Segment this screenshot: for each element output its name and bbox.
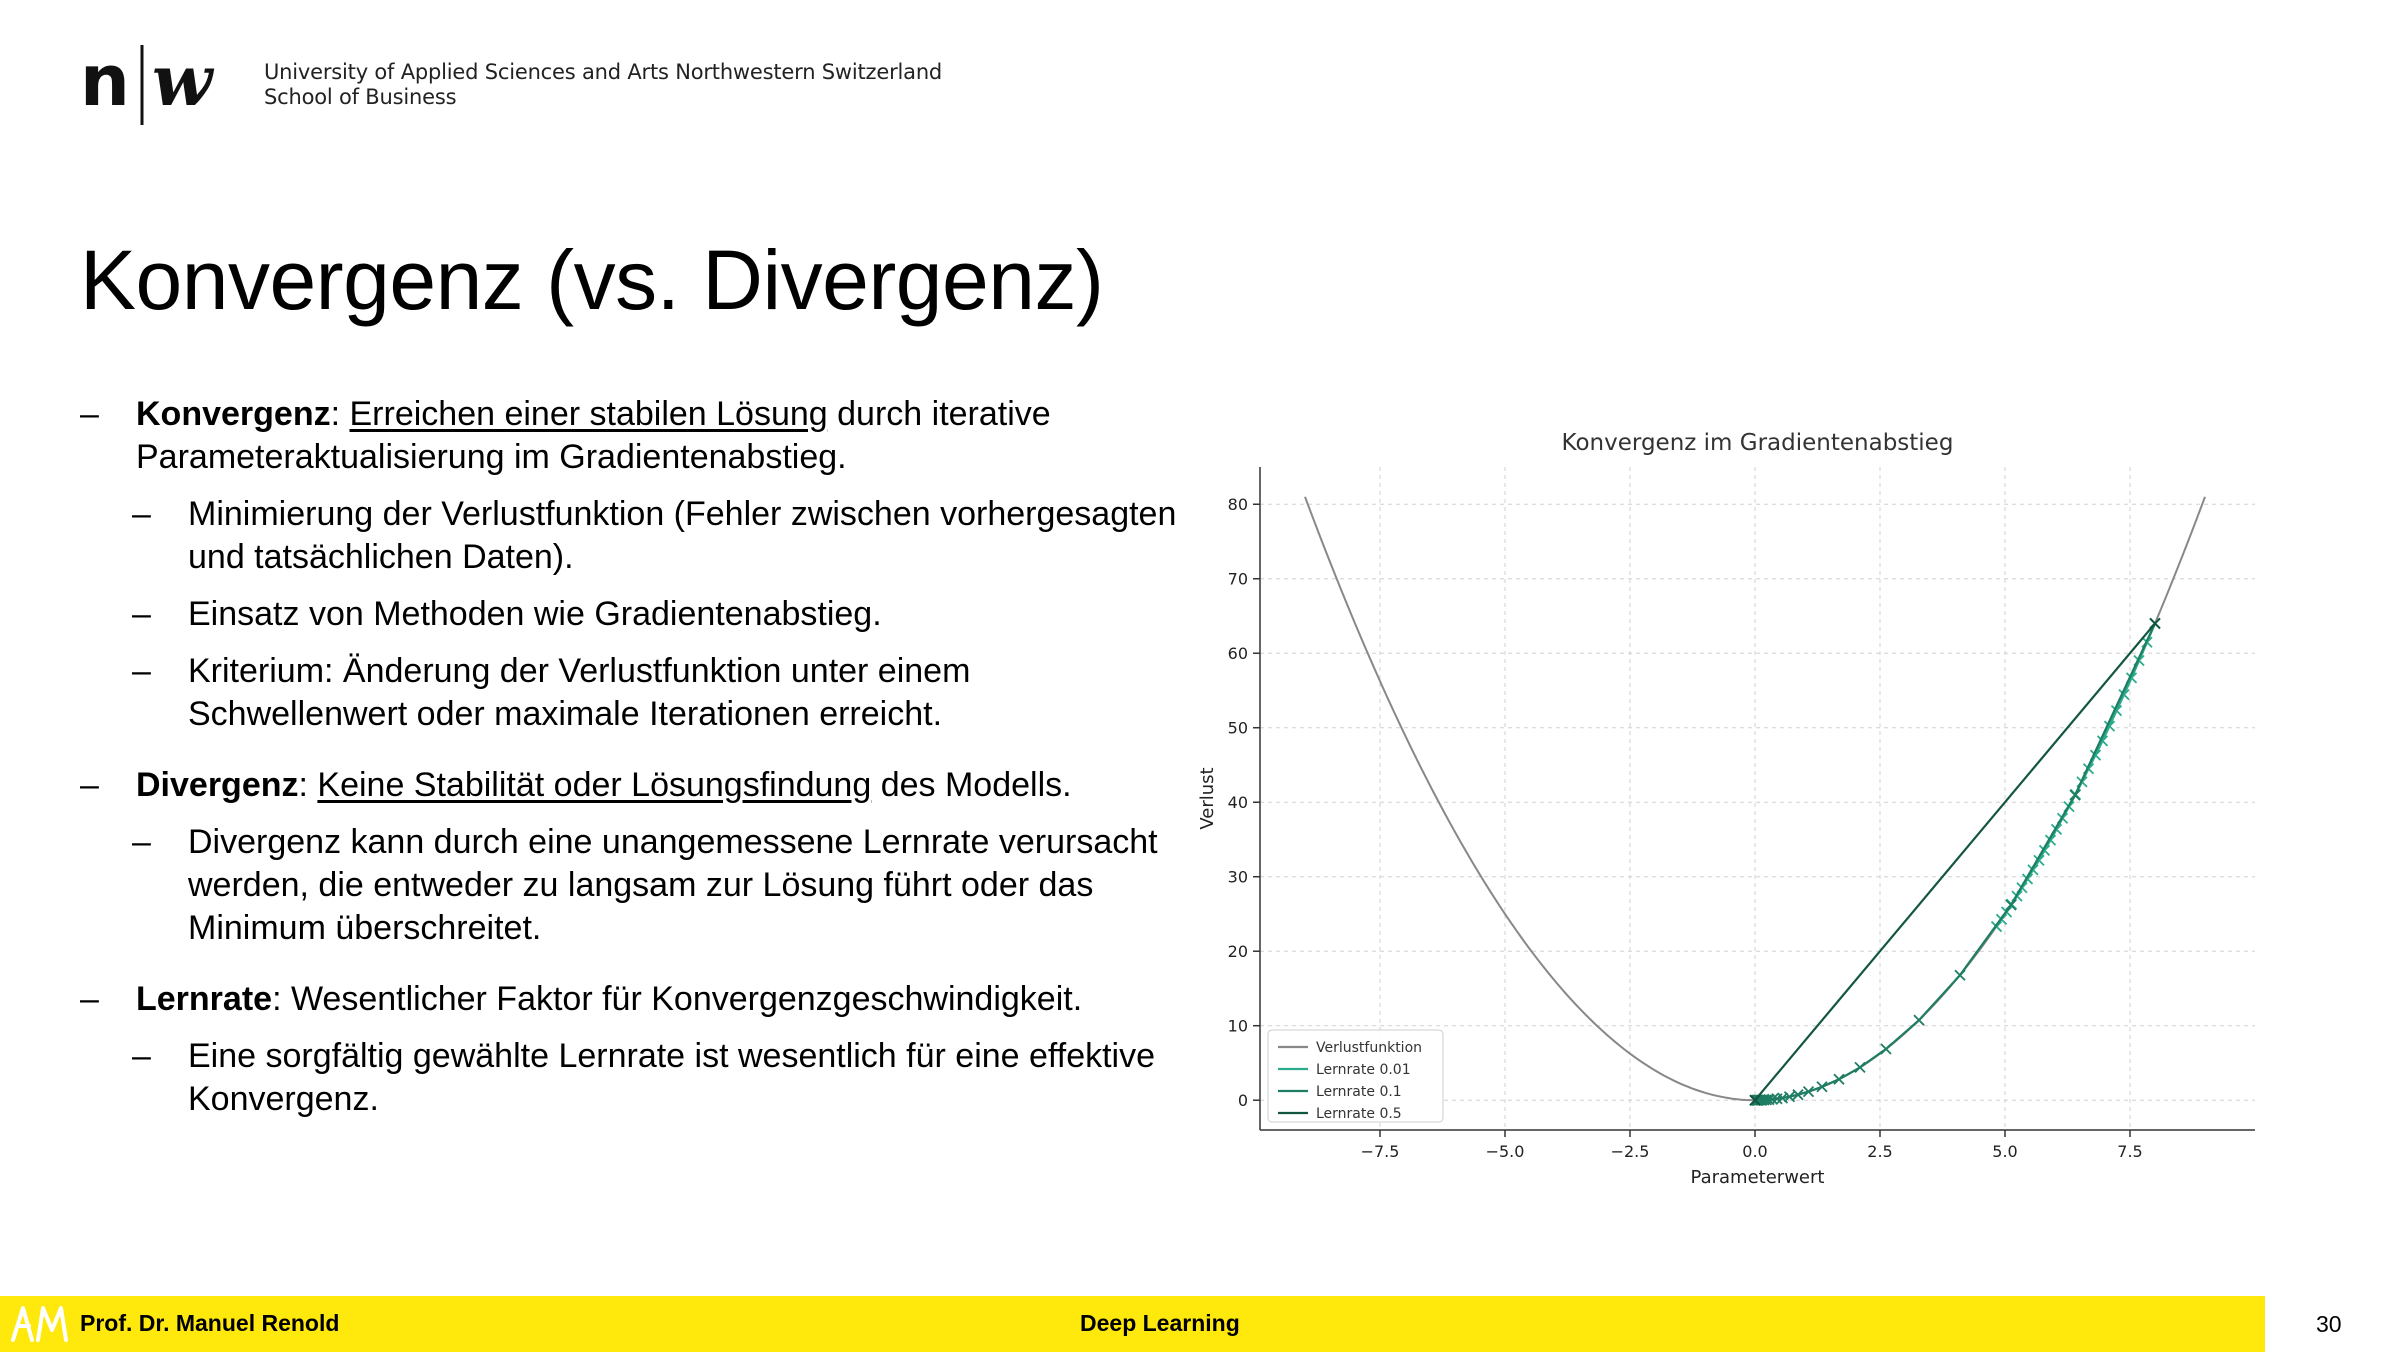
data-point (1749, 1094, 1761, 1106)
page-number: 30 (2316, 1311, 2342, 1337)
legend-label: Lernrate 0.01 (1316, 1062, 1411, 1078)
footer-author: Prof. Dr. Manuel Renold (80, 1310, 340, 1336)
x-tick-label: 0.0 (1742, 1142, 1767, 1161)
y-tick-label: 10 (1228, 1017, 1248, 1036)
x-tick-label: −7.5 (1361, 1142, 1400, 1161)
term-separator: : (330, 395, 350, 433)
institution-line-2: School of Business (264, 85, 457, 109)
institution-line-1: University of Applied Sciences and Arts … (264, 60, 943, 84)
data-point (1913, 1014, 1925, 1026)
sub-bullet: Eine sorgfältig gewählte Lernrate ist we… (80, 1035, 1180, 1121)
term-separator: : (298, 766, 318, 804)
y-axis-label: Verlust (1197, 767, 1218, 829)
y-tick-label: 40 (1228, 793, 1248, 812)
data-point (1954, 969, 1966, 981)
chart-title: Konvergenz im Gradientenabstieg (1562, 430, 1954, 456)
institution-name: University of Applied Sciences and Arts … (264, 60, 942, 110)
slide-content: Konvergenz: Erreichen einer stabilen Lös… (80, 393, 1180, 1121)
data-point (2005, 899, 2017, 911)
am-monogram-icon (11, 1306, 68, 1342)
divergenz-definition: Keine Stabilität oder Lösungsfindung (317, 766, 872, 804)
y-tick-label: 20 (1228, 942, 1248, 961)
data-point (1833, 1073, 1845, 1085)
slide-title: Konvergenz (vs. Divergenz) (80, 233, 1104, 327)
data-point (1816, 1081, 1828, 1093)
series-line-1 (1995, 622, 2157, 928)
y-tick-label: 80 (1228, 495, 1248, 514)
fhnw-logo: n w (80, 40, 215, 125)
data-point (1854, 1061, 1866, 1074)
data-point (1792, 1089, 1804, 1101)
lernrate-rest: : Wesentlicher Faktor für Konvergenzgesc… (272, 980, 1083, 1018)
legend-label: Lernrate 0.1 (1316, 1084, 1402, 1100)
sub-bullet: Minimierung der Verlustfunktion (Fehler … (80, 493, 1180, 579)
y-tick-label: 0 (1238, 1091, 1248, 1110)
konvergenz-definition: Erreichen einer stabilen Lösung (349, 395, 828, 433)
sub-bullet: Divergenz kann durch eine unangemessene … (80, 821, 1180, 950)
divergenz-rest: des Modells. (871, 766, 1072, 804)
data-point (2069, 789, 2081, 801)
x-tick-label: 5.0 (1992, 1142, 2017, 1161)
footer-course: Deep Learning (1080, 1310, 1240, 1336)
bullet-divergenz: Divergenz: Keine Stabilität oder Lösungs… (80, 764, 1180, 807)
term-lernrate: Lernrate (136, 980, 273, 1018)
x-axis-label: Parameterwert (1691, 1167, 1825, 1188)
y-tick-label: 60 (1228, 644, 1248, 663)
svg-text:n: n (80, 40, 130, 122)
y-tick-label: 50 (1228, 719, 1248, 738)
svg-text:w: w (152, 40, 215, 122)
data-point (1880, 1043, 1892, 1055)
sub-bullet: Einsatz von Methoden wie Gradientenabsti… (80, 593, 1180, 636)
bullet-lernrate: Lernrate: Wesentlicher Faktor für Konver… (80, 978, 1180, 1021)
y-tick-label: 30 (1228, 868, 1248, 887)
data-point (2149, 617, 2161, 630)
footer-bar: Prof. Dr. Manuel Renold Deep Learning (0, 1296, 2265, 1352)
legend-label: Lernrate 0.5 (1316, 1106, 1402, 1122)
x-tick-label: −5.0 (1486, 1142, 1525, 1161)
bullet-konvergenz: Konvergenz: Erreichen einer stabilen Lös… (80, 393, 1180, 479)
konvergenz-rest: durch iterative Parameteraktualisierung … (136, 395, 1051, 476)
data-point (1802, 1085, 1815, 1098)
sub-bullet: Kriterium: Änderung der Verlustfunktion … (80, 650, 1180, 736)
convergence-chart: Konvergenz im Gradientenabstieg −7.5 −5.0 −… (1197, 430, 2255, 1188)
x-tick-label: 2.5 (1867, 1142, 1892, 1161)
term-konvergenz: Konvergenz (136, 395, 331, 433)
x-tick-label: −2.5 (1611, 1142, 1650, 1161)
term-divergenz: Divergenz (136, 766, 299, 804)
y-tick-label: 70 (1228, 570, 1248, 589)
legend-label: Verlustfunktion (1316, 1040, 1422, 1056)
series-line-3 (1754, 622, 2156, 1101)
x-tick-label: 7.5 (2117, 1142, 2142, 1161)
data-point (1750, 1094, 1763, 1106)
legend-box (1267, 1029, 1444, 1123)
